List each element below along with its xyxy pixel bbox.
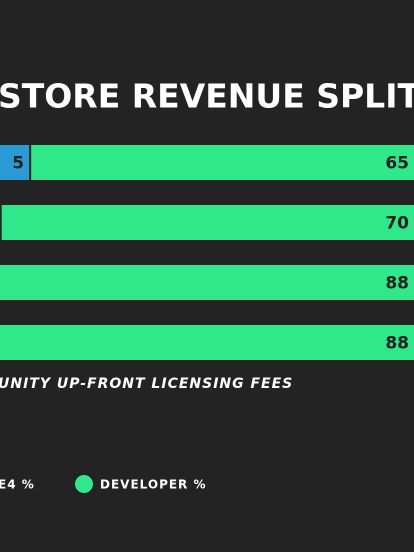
legend-label: E4 % [0, 478, 35, 492]
chart-title: S STORE REVENUE SPLIT [0, 77, 414, 116]
value-label: 70 [385, 214, 409, 234]
bar-segment [1, 205, 414, 240]
bar-segment [0, 265, 414, 300]
value-label: 88 [385, 274, 409, 294]
bar-segment [0, 145, 30, 180]
bar-segment [0, 325, 414, 360]
bar-segment [31, 145, 414, 180]
legend-label: DEVELOPER % [100, 478, 207, 492]
value-label: 5 [12, 154, 24, 174]
value-label: 88 [385, 334, 409, 354]
legend-swatch [75, 475, 93, 493]
value-label: 65 [385, 154, 409, 174]
chart-note: UNITY UP-FRONT LICENSING FEES [0, 376, 293, 392]
